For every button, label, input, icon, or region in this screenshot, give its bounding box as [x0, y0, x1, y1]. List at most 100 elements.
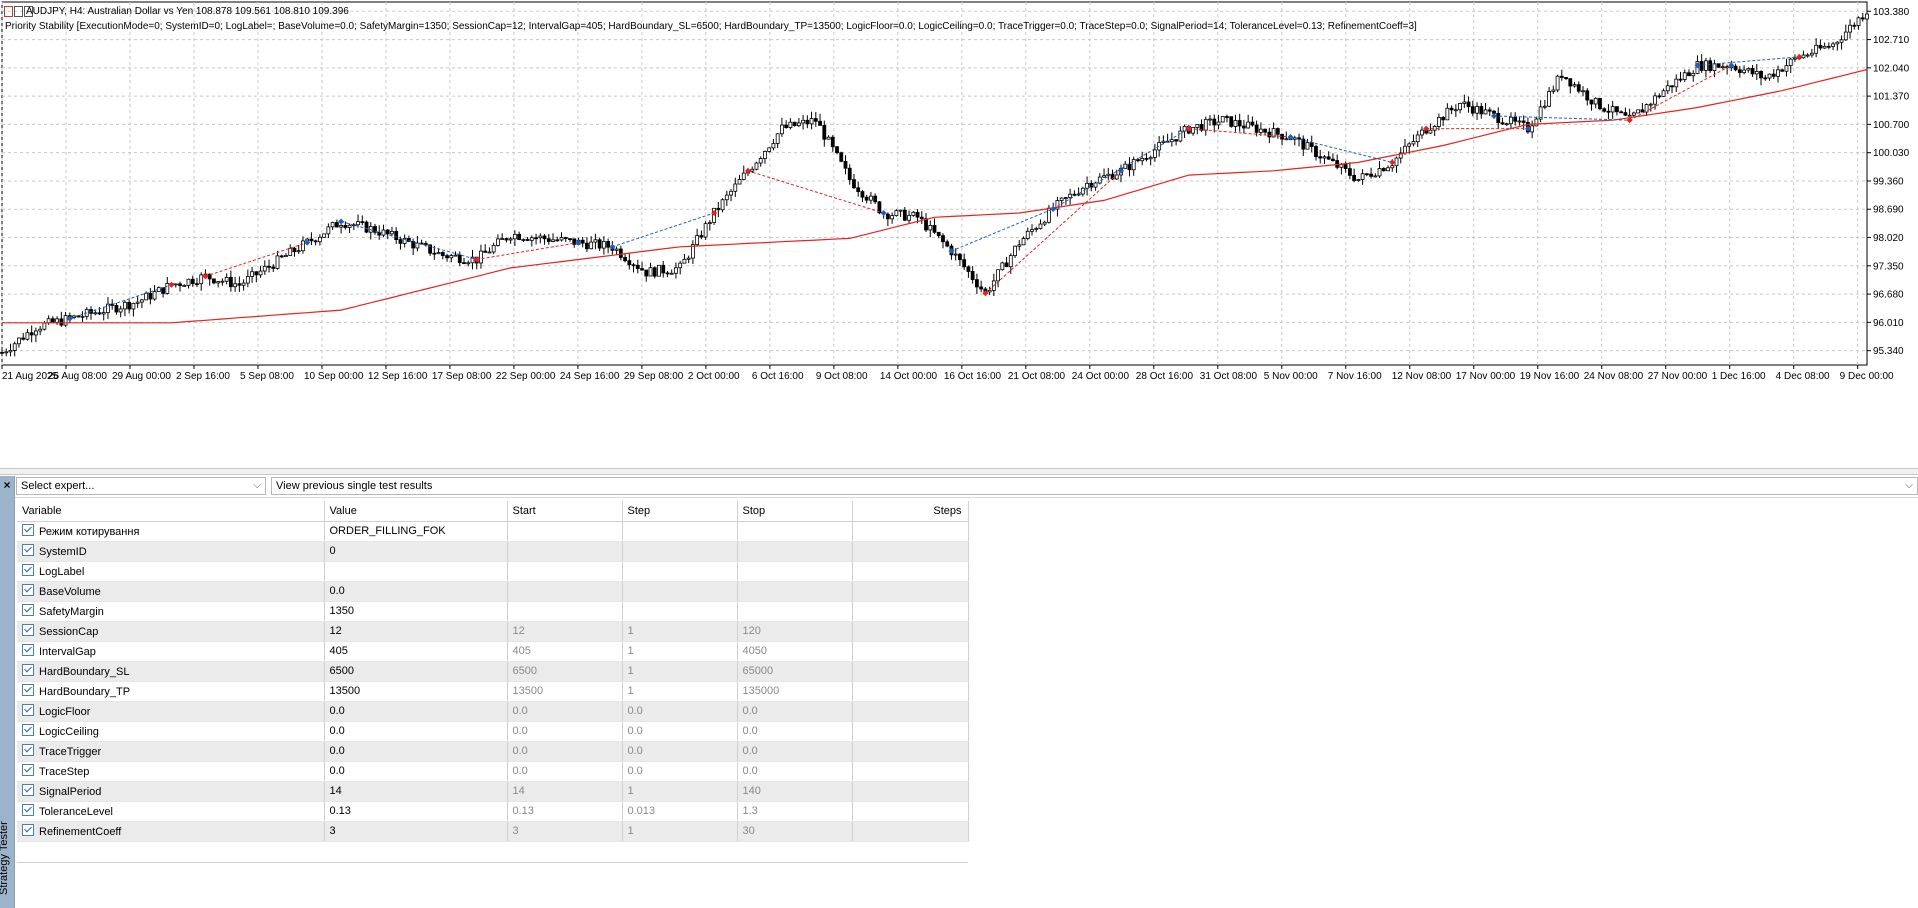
cell-value[interactable]: 6500	[324, 661, 508, 682]
cell-step[interactable]: 1	[622, 641, 738, 662]
cell-stop[interactable]	[737, 581, 853, 602]
cell-stop[interactable]	[737, 521, 853, 542]
cell-stop[interactable]: 4050	[737, 641, 853, 662]
cell-stop[interactable]: 140	[737, 781, 853, 802]
cell-stop[interactable]	[737, 601, 853, 622]
cell-value[interactable]: 1350	[324, 601, 508, 622]
cell-stop[interactable]	[737, 541, 853, 562]
cell-start[interactable]: 405	[507, 641, 623, 662]
cell-step[interactable]: 1	[622, 781, 738, 802]
cell-stop[interactable]: 135000	[737, 681, 853, 702]
cell-stop[interactable]: 0.0	[737, 701, 853, 722]
cell-start[interactable]	[507, 581, 623, 602]
cell-variable[interactable]: SessionCap	[17, 621, 325, 642]
cell-value[interactable]: 14	[324, 781, 508, 802]
cell-stop[interactable]: 0.0	[737, 761, 853, 782]
cell-start[interactable]: 6500	[507, 661, 623, 682]
table-row[interactable]: LogLabel	[17, 561, 969, 582]
cell-start[interactable]: 14	[507, 781, 623, 802]
cell-value[interactable]: 0.0	[324, 721, 508, 742]
checkbox[interactable]	[22, 624, 34, 636]
column-header[interactable]: Value	[324, 501, 508, 522]
cell-variable[interactable]: LogicCeiling	[17, 721, 325, 742]
window-maximize-icon[interactable]	[24, 6, 33, 17]
column-header[interactable]: Start	[507, 501, 623, 522]
checkbox[interactable]	[22, 764, 34, 776]
cell-variable[interactable]: HardBoundary_SL	[17, 661, 325, 682]
cell-stop[interactable]: 0.0	[737, 721, 853, 742]
cell-start[interactable]	[507, 541, 623, 562]
cell-start[interactable]: 0.0	[507, 721, 623, 742]
table-row[interactable]: SystemID 0	[17, 541, 969, 562]
cell-variable[interactable]: LogLabel	[17, 561, 325, 582]
cell-step[interactable]: 1	[622, 661, 738, 682]
cell-variable[interactable]: SafetyMargin	[17, 601, 325, 622]
cell-value[interactable]: 0.0	[324, 741, 508, 762]
checkbox[interactable]	[22, 724, 34, 736]
cell-step[interactable]	[622, 561, 738, 582]
cell-start[interactable]: 0.0	[507, 761, 623, 782]
select-expert-dropdown[interactable]: Select expert... ⌵	[16, 477, 266, 495]
cell-step[interactable]: 0.0	[622, 761, 738, 782]
table-row[interactable]: ToleranceLevel 0.13 0.13 0.013 1.3	[17, 801, 969, 822]
table-row[interactable]: HardBoundary_SL 6500 6500 1 65000	[17, 661, 969, 682]
cell-variable[interactable]: SystemID	[17, 541, 325, 562]
cell-value[interactable]: 3	[324, 821, 508, 842]
cell-start[interactable]	[507, 561, 623, 582]
cell-stop[interactable]: 30	[737, 821, 853, 842]
price-chart[interactable]: 103.380 102.710 102.040 101.370 100.700 100.0…	[0, 0, 1918, 468]
cell-stop[interactable]	[737, 561, 853, 582]
checkbox[interactable]	[22, 524, 34, 536]
window-restore-icon[interactable]	[14, 6, 23, 17]
checkbox[interactable]	[22, 644, 34, 656]
cell-start[interactable]: 0.0	[507, 701, 623, 722]
cell-stop[interactable]: 1.3	[737, 801, 853, 822]
cell-start[interactable]: 13500	[507, 681, 623, 702]
cell-variable[interactable]: TraceStep	[17, 761, 325, 782]
cell-value[interactable]: 12	[324, 621, 508, 642]
cell-stop[interactable]: 0.0	[737, 741, 853, 762]
cell-variable[interactable]: IntervalGap	[17, 641, 325, 662]
cell-start[interactable]: 12	[507, 621, 623, 642]
cell-variable[interactable]: HardBoundary_TP	[17, 681, 325, 702]
checkbox[interactable]	[22, 784, 34, 796]
table-row[interactable]: TraceStep 0.0 0.0 0.0 0.0	[17, 761, 969, 782]
panel-splitter[interactable]	[0, 468, 1918, 475]
cell-stop[interactable]: 65000	[737, 661, 853, 682]
cell-value[interactable]: 0.0	[324, 581, 508, 602]
cell-value[interactable]: 0	[324, 541, 508, 562]
cell-start[interactable]: 3	[507, 821, 623, 842]
cell-value[interactable]: 0.0	[324, 761, 508, 782]
cell-variable[interactable]: LogicFloor	[17, 701, 325, 722]
cell-step[interactable]: 1	[622, 681, 738, 702]
cell-start[interactable]: 0.0	[507, 741, 623, 762]
cell-stop[interactable]: 120	[737, 621, 853, 642]
checkbox[interactable]	[22, 604, 34, 616]
table-row[interactable]: SignalPeriod 14 14 1 140	[17, 781, 969, 802]
cell-step[interactable]: 0.0	[622, 721, 738, 742]
checkbox[interactable]	[22, 684, 34, 696]
chart-window-icons[interactable]	[4, 6, 33, 17]
cell-step[interactable]: 0.0	[622, 701, 738, 722]
cell-step[interactable]	[622, 601, 738, 622]
cell-step[interactable]	[622, 541, 738, 562]
cell-value[interactable]: 0.13	[324, 801, 508, 822]
checkbox[interactable]	[22, 564, 34, 576]
cell-step[interactable]	[622, 521, 738, 542]
table-row[interactable]: LogicFloor 0.0 0.0 0.0 0.0	[17, 701, 969, 722]
column-header[interactable]: Step	[622, 501, 738, 522]
cell-variable[interactable]: TraceTrigger	[17, 741, 325, 762]
table-row[interactable]: IntervalGap 405 405 1 4050	[17, 641, 969, 662]
cell-value[interactable]: 0.0	[324, 701, 508, 722]
cell-step[interactable]: 1	[622, 621, 738, 642]
chart-menu-icon[interactable]	[4, 6, 13, 17]
cell-value[interactable]: 405	[324, 641, 508, 662]
cell-step[interactable]: 1	[622, 821, 738, 842]
column-header[interactable]: Steps	[852, 501, 969, 522]
cell-start[interactable]: 0.13	[507, 801, 623, 822]
checkbox[interactable]	[22, 544, 34, 556]
checkbox[interactable]	[22, 804, 34, 816]
table-row[interactable]: SafetyMargin 1350	[17, 601, 969, 622]
cell-variable[interactable]: ToleranceLevel	[17, 801, 325, 822]
cell-step[interactable]: 0.013	[622, 801, 738, 822]
